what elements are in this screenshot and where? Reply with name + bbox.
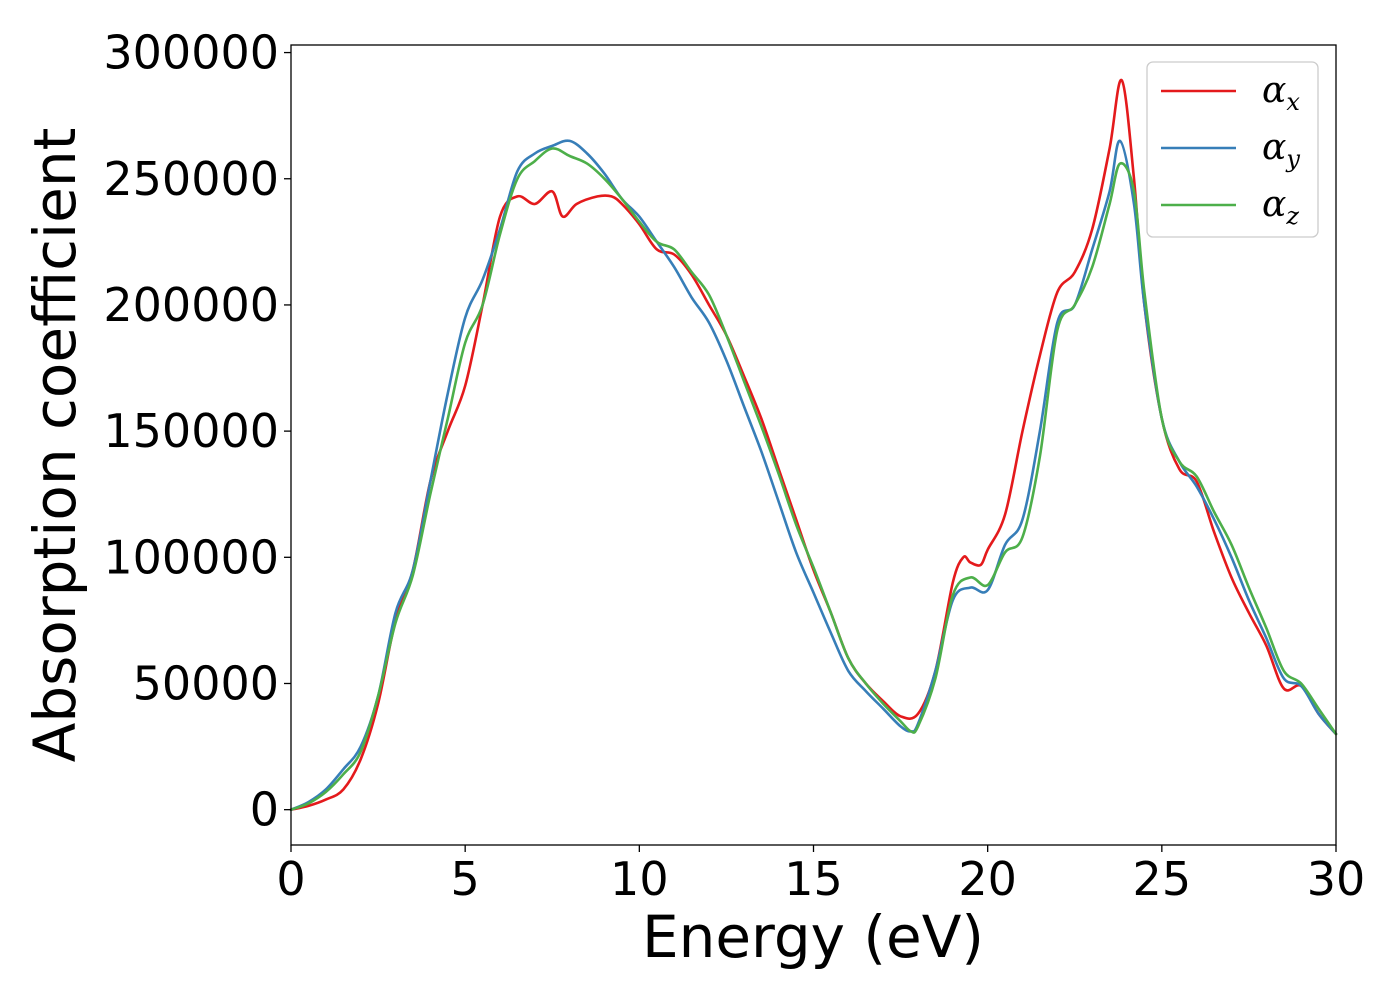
y-tick-label: 250000: [103, 152, 279, 206]
x-tick-label: 30: [1307, 852, 1366, 906]
y-tick-label: 150000: [103, 404, 279, 458]
legend-symbol: α: [1262, 127, 1286, 168]
legend-subscript: z: [1285, 202, 1299, 230]
legend-box: [1146, 61, 1319, 238]
x-tick-label: 25: [1133, 852, 1192, 906]
x-tick-label: 0: [276, 852, 305, 906]
y-tick-label: 0: [250, 783, 279, 837]
series-line-z: [289, 147, 1338, 811]
x-tick-label: 20: [958, 852, 1017, 906]
legend-label-x: αx: [1262, 70, 1300, 116]
y-axis: 0 50000 100000 150000 200000 250000 300000: [103, 26, 291, 837]
x-tick-label: 5: [451, 852, 480, 906]
legend-subscript: y: [1285, 145, 1300, 173]
legend-label-y: αy: [1262, 127, 1300, 173]
legend-subscript: x: [1286, 88, 1300, 116]
y-tick-label: 200000: [103, 278, 279, 332]
legend-symbol: α: [1262, 184, 1286, 225]
y-tick-label: 300000: [103, 26, 279, 80]
x-tick-label: 10: [610, 852, 669, 906]
series-layer: [289, 78, 1338, 811]
y-axis-label: Absorption coefficient: [21, 128, 89, 763]
series-line-y: [289, 139, 1338, 811]
x-axis-label: Energy (eV): [642, 903, 984, 971]
x-tick-label: 15: [784, 852, 843, 906]
y-tick-label: 50000: [133, 656, 279, 710]
legend-symbol: α: [1262, 70, 1286, 111]
x-axis: 0 5 10 15 20 25 30: [276, 845, 1365, 906]
legend-label-z: αz: [1262, 184, 1299, 230]
y-tick-label: 100000: [103, 530, 279, 584]
